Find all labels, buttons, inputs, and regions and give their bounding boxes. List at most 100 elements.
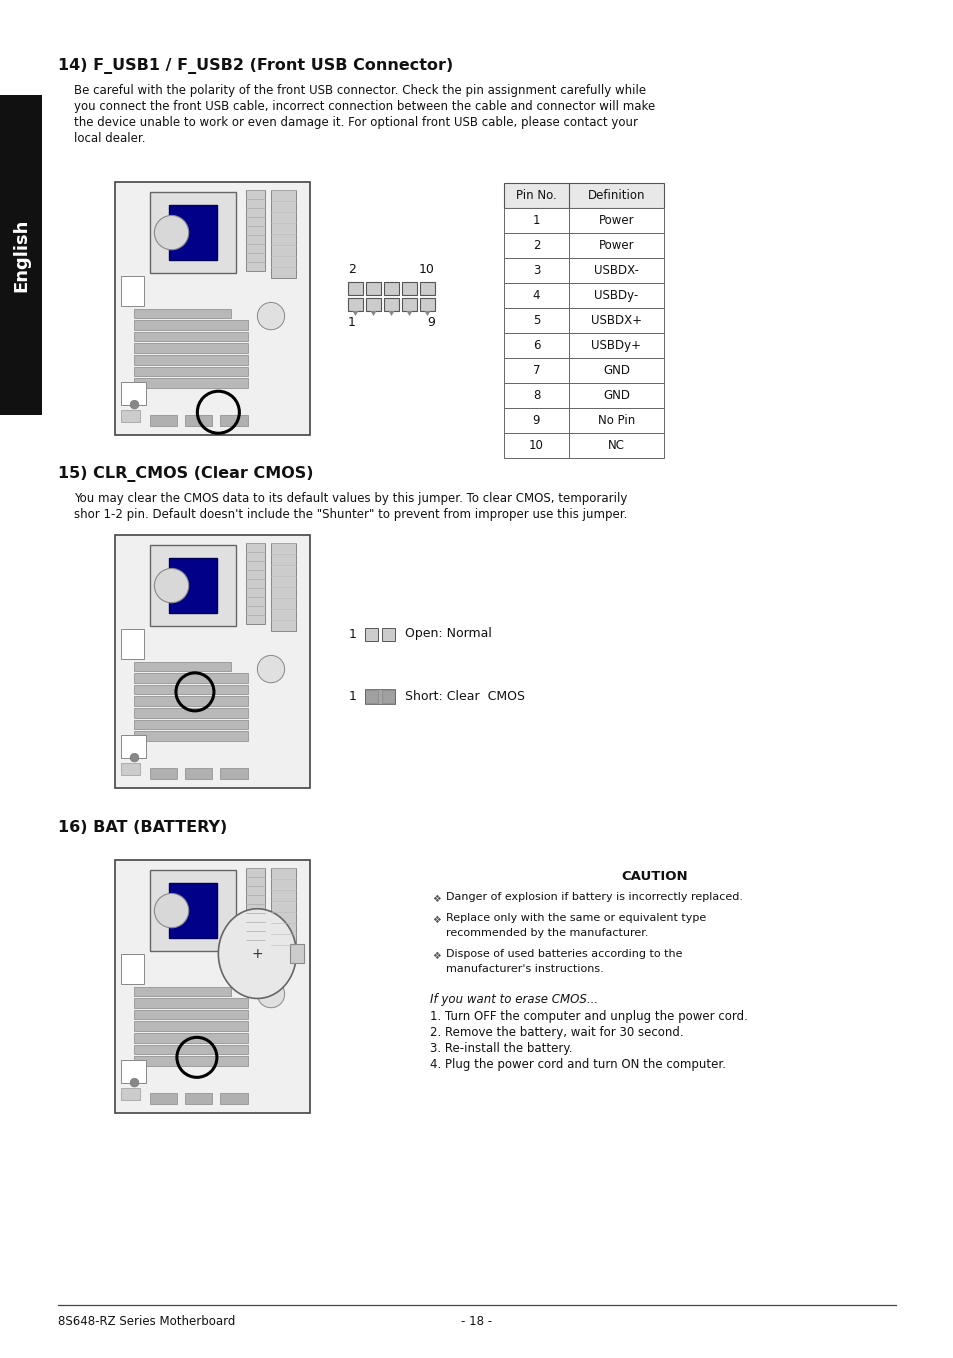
Bar — [503, 407, 663, 433]
Bar — [503, 234, 663, 258]
Bar — [220, 1093, 248, 1104]
Text: 3. Re-install the battery.: 3. Re-install the battery. — [430, 1042, 572, 1055]
Bar — [134, 661, 231, 671]
Circle shape — [154, 569, 189, 603]
Bar — [169, 205, 216, 259]
Text: +: + — [252, 947, 263, 960]
Polygon shape — [424, 311, 430, 316]
Text: Short: Clear  CMOS: Short: Clear CMOS — [405, 690, 524, 702]
Bar — [419, 297, 435, 311]
Text: Pin No.: Pin No. — [516, 189, 557, 202]
Bar — [121, 1059, 146, 1082]
Bar — [121, 276, 144, 306]
Circle shape — [130, 401, 138, 409]
Text: manufacturer's instructions.: manufacturer's instructions. — [446, 964, 603, 974]
Bar — [134, 1033, 248, 1043]
Text: 8: 8 — [533, 388, 539, 402]
Bar — [150, 191, 235, 273]
Bar — [245, 868, 265, 948]
Text: 1: 1 — [349, 690, 356, 702]
Bar — [121, 1088, 140, 1100]
Text: 1: 1 — [532, 215, 539, 227]
Bar — [134, 1057, 248, 1066]
Text: Open: Normal: Open: Normal — [405, 627, 492, 641]
Bar — [401, 297, 416, 311]
Bar — [134, 1010, 248, 1020]
Bar — [115, 860, 310, 1114]
Text: 14) F_USB1 / F_USB2 (Front USB Connector): 14) F_USB1 / F_USB2 (Front USB Connector… — [58, 58, 453, 73]
Text: Dispose of used batteries according to the: Dispose of used batteries according to t… — [446, 949, 681, 959]
Text: 7: 7 — [532, 364, 539, 378]
Bar — [121, 763, 140, 775]
Text: recommended by the manufacturer.: recommended by the manufacturer. — [446, 928, 648, 938]
Bar — [503, 333, 663, 359]
Bar — [134, 1044, 248, 1054]
Bar — [121, 953, 144, 985]
Bar — [185, 767, 213, 779]
Bar — [245, 190, 265, 270]
Bar — [150, 545, 235, 626]
Text: If you want to erase CMOS...: If you want to erase CMOS... — [430, 993, 598, 1006]
Text: ❖: ❖ — [432, 951, 440, 961]
Text: 9: 9 — [532, 414, 539, 426]
Bar — [150, 767, 177, 779]
Bar — [348, 297, 363, 311]
Text: 4: 4 — [532, 289, 539, 301]
Bar — [134, 320, 248, 330]
Circle shape — [257, 303, 284, 330]
Bar — [134, 708, 248, 717]
Bar — [220, 414, 248, 426]
Bar — [384, 282, 398, 295]
Text: ❖: ❖ — [432, 894, 440, 904]
Circle shape — [257, 656, 284, 683]
Text: GND: GND — [602, 364, 629, 378]
Bar — [134, 379, 248, 388]
Bar — [245, 543, 265, 623]
Text: 10: 10 — [418, 263, 435, 276]
Bar — [134, 986, 231, 997]
Bar — [121, 735, 146, 758]
Text: Replace only with the same or equivalent type: Replace only with the same or equivalent… — [446, 913, 705, 923]
Bar — [271, 190, 296, 278]
Bar — [271, 868, 296, 956]
Bar — [169, 558, 216, 612]
Bar — [366, 297, 380, 311]
Text: 15) CLR_CMOS (Clear CMOS): 15) CLR_CMOS (Clear CMOS) — [58, 466, 314, 482]
Bar — [150, 1093, 177, 1104]
Polygon shape — [352, 311, 358, 316]
Bar — [150, 870, 235, 951]
Bar — [503, 282, 663, 308]
Bar — [365, 627, 377, 641]
Text: NC: NC — [607, 439, 624, 452]
Text: 1: 1 — [348, 316, 355, 329]
Bar — [365, 689, 395, 703]
Bar — [220, 767, 248, 779]
Bar — [134, 308, 231, 318]
Text: local dealer.: local dealer. — [74, 132, 146, 145]
Polygon shape — [388, 311, 395, 316]
Text: English: English — [12, 219, 30, 292]
Text: 5: 5 — [533, 314, 539, 327]
Text: ❖: ❖ — [432, 915, 440, 925]
Bar — [503, 433, 663, 458]
Bar — [121, 410, 140, 422]
Bar — [134, 354, 248, 365]
Circle shape — [257, 980, 284, 1008]
Bar — [134, 674, 248, 683]
Text: Be careful with the polarity of the front USB connector. Check the pin assignmen: Be careful with the polarity of the fron… — [74, 84, 645, 96]
Text: 2: 2 — [532, 239, 539, 253]
Bar — [115, 182, 310, 435]
Bar — [121, 382, 146, 405]
Bar — [0, 95, 42, 416]
Text: 10: 10 — [529, 439, 543, 452]
Bar — [134, 1021, 248, 1031]
Bar — [381, 690, 395, 703]
Bar — [271, 543, 296, 631]
Bar — [348, 282, 363, 295]
Text: USBDy+: USBDy+ — [591, 340, 640, 352]
Text: Danger of explosion if battery is incorrectly replaced.: Danger of explosion if battery is incorr… — [446, 892, 742, 902]
Bar — [134, 331, 248, 341]
Bar — [381, 627, 395, 641]
Text: Power: Power — [598, 239, 634, 253]
Bar — [366, 282, 380, 295]
